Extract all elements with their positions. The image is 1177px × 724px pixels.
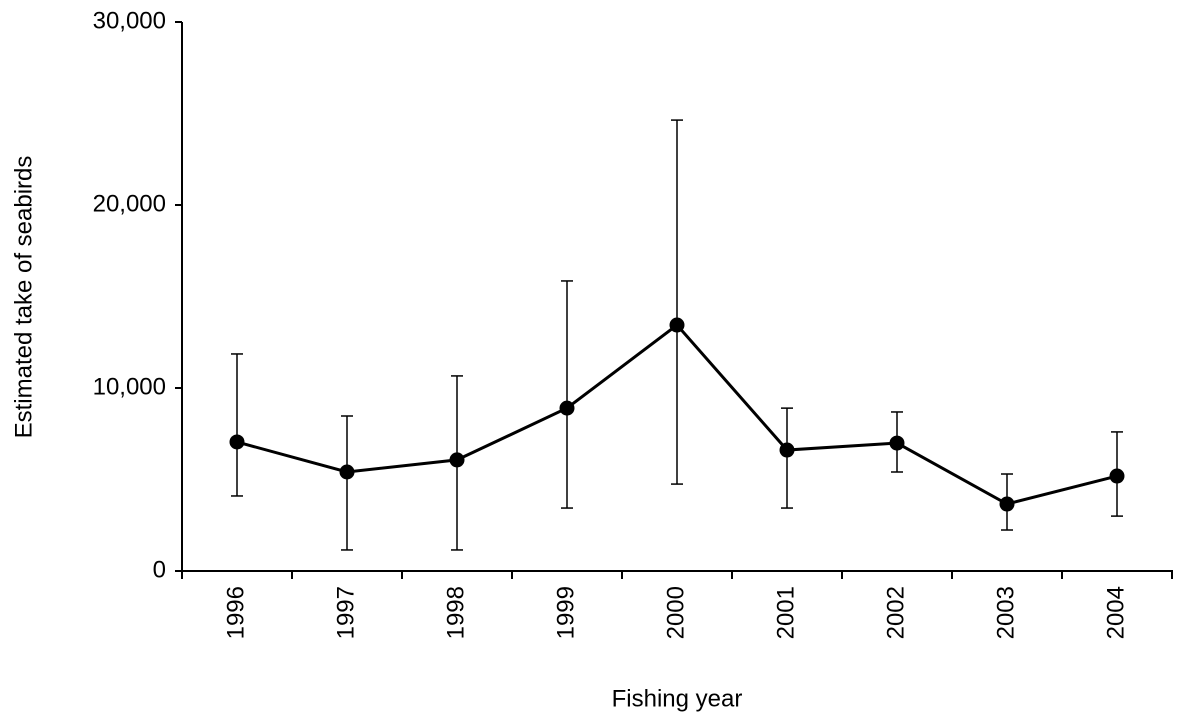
- marker: [339, 464, 355, 480]
- marker: [999, 496, 1015, 512]
- y-tick-label: 30,000: [93, 7, 166, 34]
- y-tick-label: 10,000: [93, 373, 166, 400]
- marker: [1109, 468, 1125, 484]
- marker: [229, 434, 245, 450]
- x-tick-label: 2000: [662, 586, 689, 639]
- x-tick-label: 2003: [992, 586, 1019, 639]
- x-tick-label: 1999: [552, 586, 579, 639]
- error-bar: [231, 353, 243, 497]
- x-tick-label: 2004: [1102, 586, 1129, 639]
- marker: [449, 452, 465, 468]
- marker: [669, 317, 685, 333]
- error-bar: [561, 280, 573, 509]
- x-tick-label: 1998: [442, 586, 469, 639]
- y-tick-label: 0: [153, 556, 166, 583]
- marker: [889, 435, 905, 451]
- error-bar: [341, 415, 353, 551]
- marker: [779, 442, 795, 458]
- x-tick-label: 2001: [772, 586, 799, 639]
- marker: [559, 400, 575, 416]
- x-tick-label: 1996: [222, 586, 249, 639]
- x-tick-label: 2002: [882, 586, 909, 639]
- x-axis-title: Fishing year: [612, 685, 743, 712]
- error-bar: [781, 407, 793, 509]
- error-bar: [671, 119, 683, 485]
- y-tick-label: 20,000: [93, 190, 166, 217]
- x-tick-label: 1997: [332, 586, 359, 639]
- y-axis-title: Estimated take of seabirds: [10, 156, 37, 439]
